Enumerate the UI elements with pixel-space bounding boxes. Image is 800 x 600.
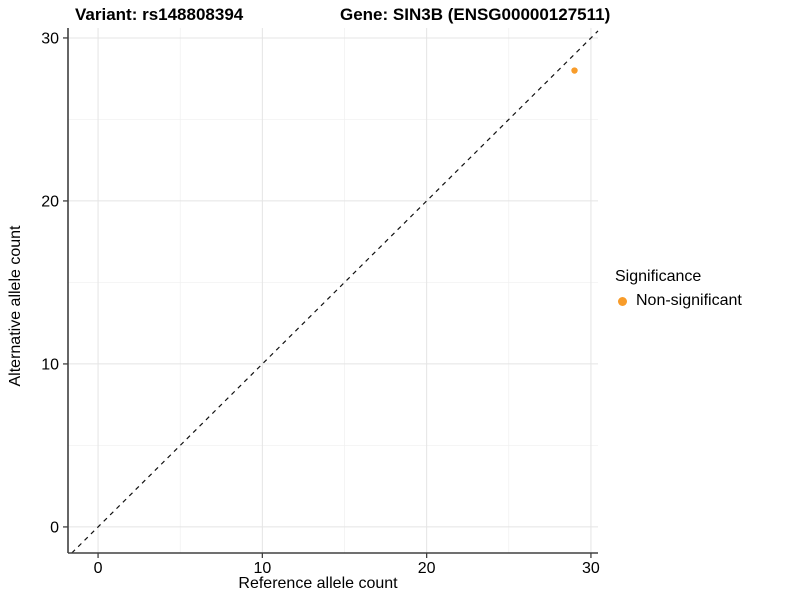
x-tick-label: 10 [253, 560, 271, 577]
y-axis-title: Alternative allele count [7, 225, 24, 387]
legend-title: Significance [615, 268, 702, 285]
y-tick-label: 30 [41, 30, 59, 47]
y-tick-label: 20 [41, 193, 59, 210]
data-point [571, 67, 578, 74]
plot-title-variant: Variant: rs148808394 [75, 5, 244, 24]
x-tick-label: 20 [418, 560, 436, 577]
legend-item-non-significant: Non-significant [615, 290, 742, 312]
y-tick-label: 10 [41, 356, 59, 373]
legend: Significance Non-significant [615, 268, 742, 312]
legend-item-label: Non-significant [636, 292, 742, 309]
y-tick-label: 0 [50, 519, 59, 536]
plot-title-gene: Gene: SIN3B (ENSG00000127511) [340, 5, 611, 24]
identity-dashed-line [71, 30, 599, 554]
x-tick-label: 0 [94, 560, 103, 577]
x-axis-title: Reference allele count [238, 575, 398, 592]
legend-point-icon [618, 296, 627, 306]
x-tick-label: 30 [582, 560, 600, 577]
